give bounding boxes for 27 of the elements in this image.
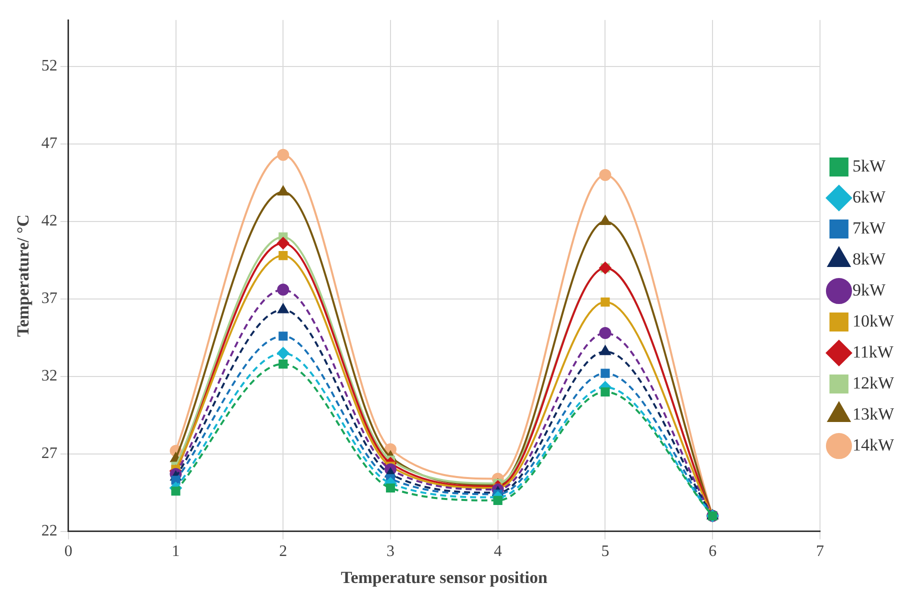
x-tick-label: 4: [494, 543, 502, 560]
x-axis-title: Temperature sensor position: [340, 568, 548, 588]
legend-label: 6kW: [852, 187, 886, 206]
y-tick-label: 52: [41, 58, 58, 75]
legend-label: 7kW: [852, 218, 886, 238]
legend-label: 11kW: [852, 342, 894, 362]
legend-label: 14kW: [852, 435, 895, 454]
legend-label: 10kW: [852, 311, 895, 330]
x-tick-label: 6: [708, 543, 717, 560]
x-tick-label: 2: [279, 543, 288, 560]
x-tick-label: 0: [64, 543, 72, 560]
y-tick-label: 42: [41, 212, 58, 230]
legend-label: 8kW: [852, 249, 886, 268]
y-tick-label: 22: [41, 522, 58, 540]
x-tick-label: 7: [816, 543, 824, 560]
x-tick-label: 3: [386, 543, 394, 560]
legend-label: 12kW: [852, 373, 895, 392]
legend-label: 5kW: [852, 156, 886, 176]
y-tick-label: 47: [41, 135, 58, 152]
legend-label: 13kW: [852, 404, 895, 424]
legend-label: 9kW: [852, 280, 886, 300]
y-tick-label: 27: [41, 445, 58, 462]
y-tick-label: 32: [41, 368, 58, 385]
x-tick-label: 1: [172, 543, 180, 560]
x-tick-label: 5: [601, 543, 610, 560]
y-axis-title: Temperature/ °C: [14, 214, 33, 337]
y-tick-label: 37: [41, 290, 58, 308]
